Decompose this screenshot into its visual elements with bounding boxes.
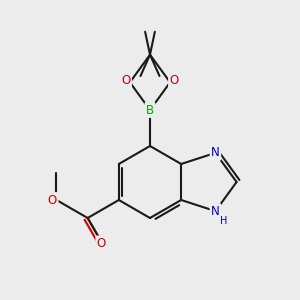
Text: O: O (169, 74, 179, 87)
Text: O: O (97, 237, 106, 250)
Text: O: O (48, 194, 57, 206)
Text: N: N (211, 146, 220, 159)
Text: H: H (220, 216, 227, 226)
Text: N: N (211, 205, 220, 218)
Text: B: B (146, 103, 154, 116)
Text: O: O (121, 74, 130, 87)
